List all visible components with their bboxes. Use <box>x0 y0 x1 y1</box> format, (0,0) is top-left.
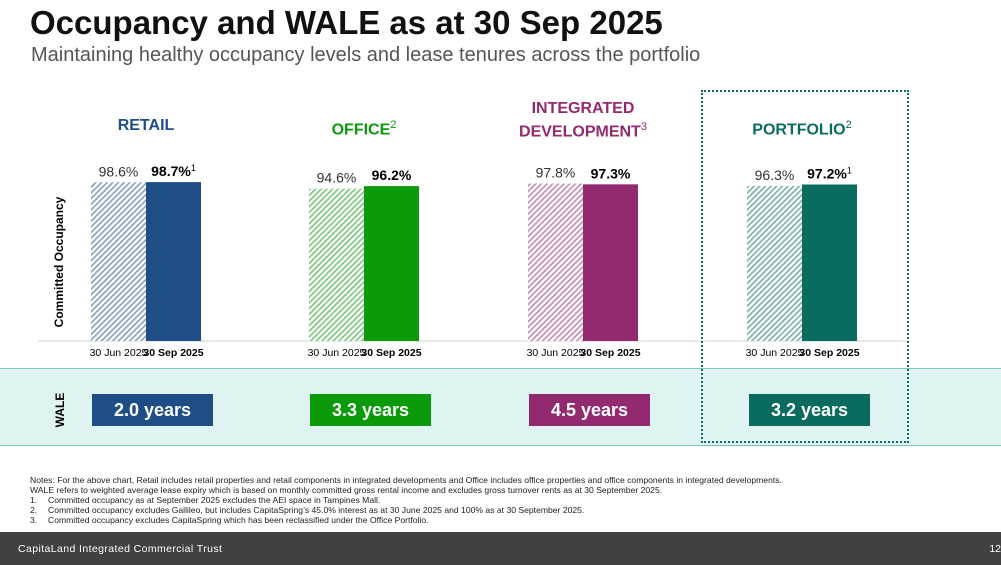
period-label-integrated-sep: 30 Sep 2025 <box>580 347 640 359</box>
period-label-office-jun: 30 Jun 2025 <box>308 347 366 359</box>
period-label-portfolio-sep: 30 Sep 2025 <box>799 347 859 359</box>
period-label-office-sep: 30 Sep 2025 <box>361 347 421 359</box>
value-label-retail-jun: 98.6% <box>99 163 139 179</box>
footnotes: Notes: For the above chart, Retail inclu… <box>30 475 782 525</box>
category-label-integrated: INTEGRATED DEVELOPMENT3 <box>519 100 647 141</box>
wale-value-retail: 2.0 years <box>92 394 213 426</box>
note-line: Notes: For the above chart, Retail inclu… <box>30 475 782 485</box>
portfolio-highlight-box <box>701 90 909 443</box>
period-label-integrated-jun: 30 Jun 2025 <box>527 347 585 359</box>
footer-company: CapitaLand Integrated Commercial Trust <box>18 543 223 555</box>
y-axis-label: Committed Occupancy <box>52 196 66 328</box>
occupancy-chart: 98.6% 30 Jun 2025 98.7%1 30 Sep 2025 94.6% 30… <box>38 163 910 359</box>
bar-portfolio-jun <box>747 185 802 341</box>
bar-integrated-jun <box>528 183 583 341</box>
wale-label: WALE <box>53 392 67 428</box>
period-label-portfolio-jun: 30 Jun 2025 <box>746 347 804 359</box>
category-label-portfolio: PORTFOLIO2 <box>752 119 852 139</box>
note-line: WALE refers to weighted average lease ex… <box>30 485 663 495</box>
bar-integrated-sep <box>583 184 638 341</box>
note-line: 2. Committed occupancy excludes Gallileo,… <box>30 505 585 515</box>
period-label-retail-sep: 30 Sep 2025 <box>143 347 203 359</box>
page-subtitle: Maintaining healthy occupancy levels and… <box>31 44 701 66</box>
value-label-retail-sep: 98.7%1 <box>151 163 196 179</box>
bar-retail-jun <box>91 182 146 341</box>
value-label-office-jun: 94.6% <box>317 170 357 186</box>
bar-portfolio-sep <box>802 184 857 341</box>
footer-bar: CapitaLand Integrated Commercial Trust 1… <box>0 532 1001 565</box>
bar-office-jun <box>309 188 364 341</box>
value-label-portfolio-jun: 96.3% <box>755 167 795 183</box>
value-label-integrated-jun: 97.8% <box>536 165 576 181</box>
value-label-office-sep: 96.2% <box>372 167 412 183</box>
bar-retail-sep <box>146 182 201 341</box>
page-number: 12 <box>989 543 1001 555</box>
value-label-portfolio-sep: 97.2%1 <box>807 166 852 182</box>
page-title: Occupancy and WALE as at 30 Sep 2025 <box>30 4 663 41</box>
category-label-retail: RETAIL <box>117 117 175 134</box>
period-label-retail-jun: 30 Jun 2025 <box>90 347 148 359</box>
wale-value-office: 3.3 years <box>310 394 431 426</box>
wale-value-integrated: 4.5 years <box>529 394 650 426</box>
note-line: 1. Committed occupancy as at September 20… <box>30 495 381 505</box>
bar-office-sep <box>364 186 419 341</box>
wale-value-portfolio: 3.2 years <box>749 394 870 426</box>
value-label-integrated-sep: 97.3% <box>591 165 631 181</box>
note-line: 3. Committed occupancy excludes CapitaSpr… <box>30 515 429 525</box>
category-label-office: OFFICE2 <box>331 119 397 139</box>
